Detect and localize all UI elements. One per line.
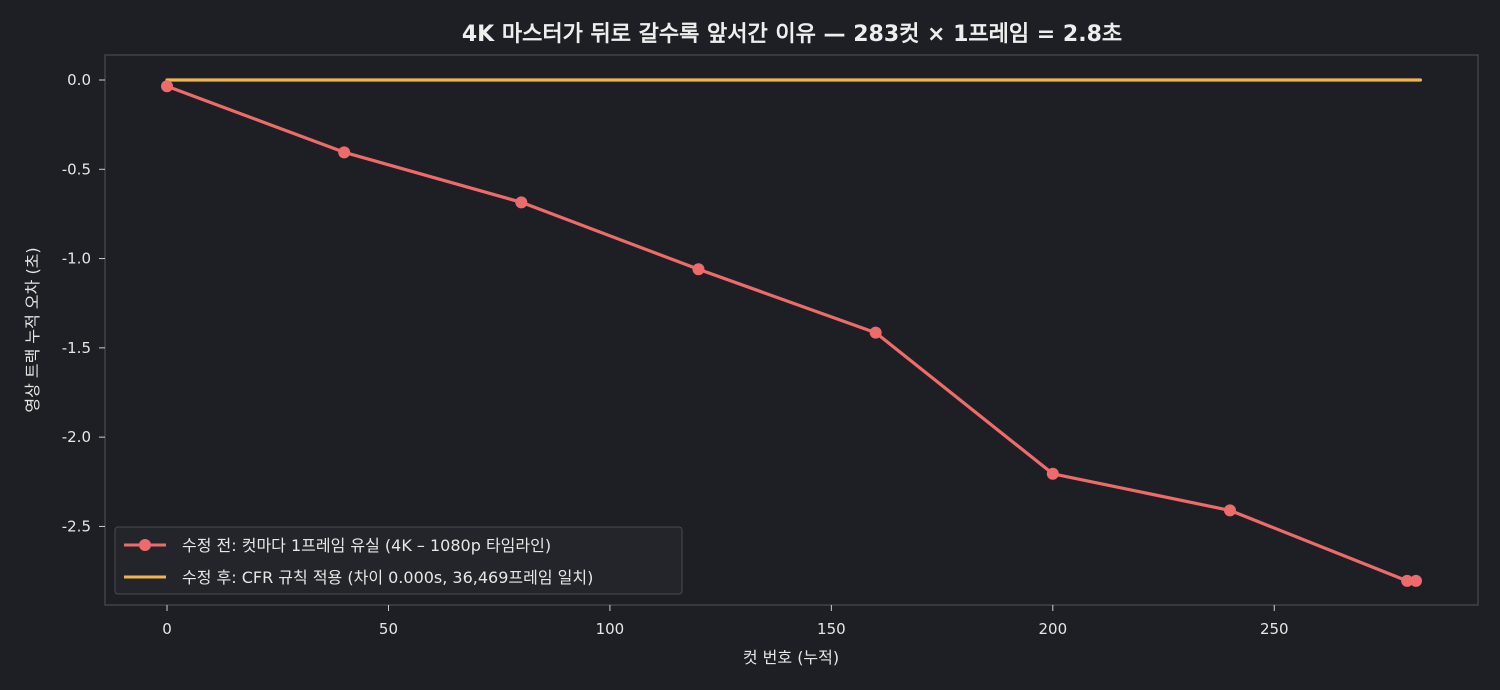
x-tick-label: 50: [379, 620, 398, 638]
legend-label-after: 수정 후: CFR 규칙 적용 (차이 0.000s, 36,469프레임 일치…: [182, 568, 593, 587]
legend-marker-before: [139, 539, 151, 551]
y-axis: 0.0 -0.5 -1.0 -1.5 -2.0 -2.5: [62, 71, 105, 535]
data-point: [1046, 467, 1059, 480]
data-point: [1401, 574, 1414, 587]
y-tick-label: -0.5: [62, 160, 91, 178]
data-point: [1409, 574, 1422, 587]
data-point: [338, 146, 351, 159]
chart-title: 4K 마스터가 뒤로 갈수록 앞서간 이유 — 283컷 × 1프레임 = 2.…: [462, 22, 1122, 47]
legend-box: [114, 526, 683, 595]
data-point: [692, 263, 705, 276]
data-point: [515, 196, 528, 209]
x-tick-label: 250: [1260, 620, 1289, 638]
data-point: [869, 326, 882, 339]
x-tick-label: 0: [162, 620, 172, 638]
y-tick-label: -1.5: [62, 339, 91, 357]
data-point: [161, 80, 174, 93]
x-axis-label: 컷 번호 (누적): [743, 648, 839, 667]
y-tick-label: 0.0: [67, 71, 91, 89]
y-tick-label: -2.0: [62, 428, 91, 446]
y-tick-label: -1.0: [62, 250, 91, 268]
x-tick-label: 200: [1038, 620, 1067, 638]
legend: 수정 전: 컷마다 1프레임 유실 (4K – 1080p 타임라인) 수정 후…: [114, 526, 683, 595]
x-axis: 0 50 100 150 200 250: [162, 605, 1289, 638]
series-layer: [161, 78, 1423, 587]
y-tick-label: -2.5: [62, 517, 91, 535]
x-tick-label: 150: [817, 620, 846, 638]
legend-label-before: 수정 전: 컷마다 1프레임 유실 (4K – 1080p 타임라인): [182, 536, 551, 555]
y-axis-label: 영상 트랙 누적 오차 (초): [23, 247, 42, 412]
x-tick-label: 100: [596, 620, 625, 638]
plot-area-frame: [104, 54, 1479, 606]
data-point: [1223, 504, 1236, 517]
